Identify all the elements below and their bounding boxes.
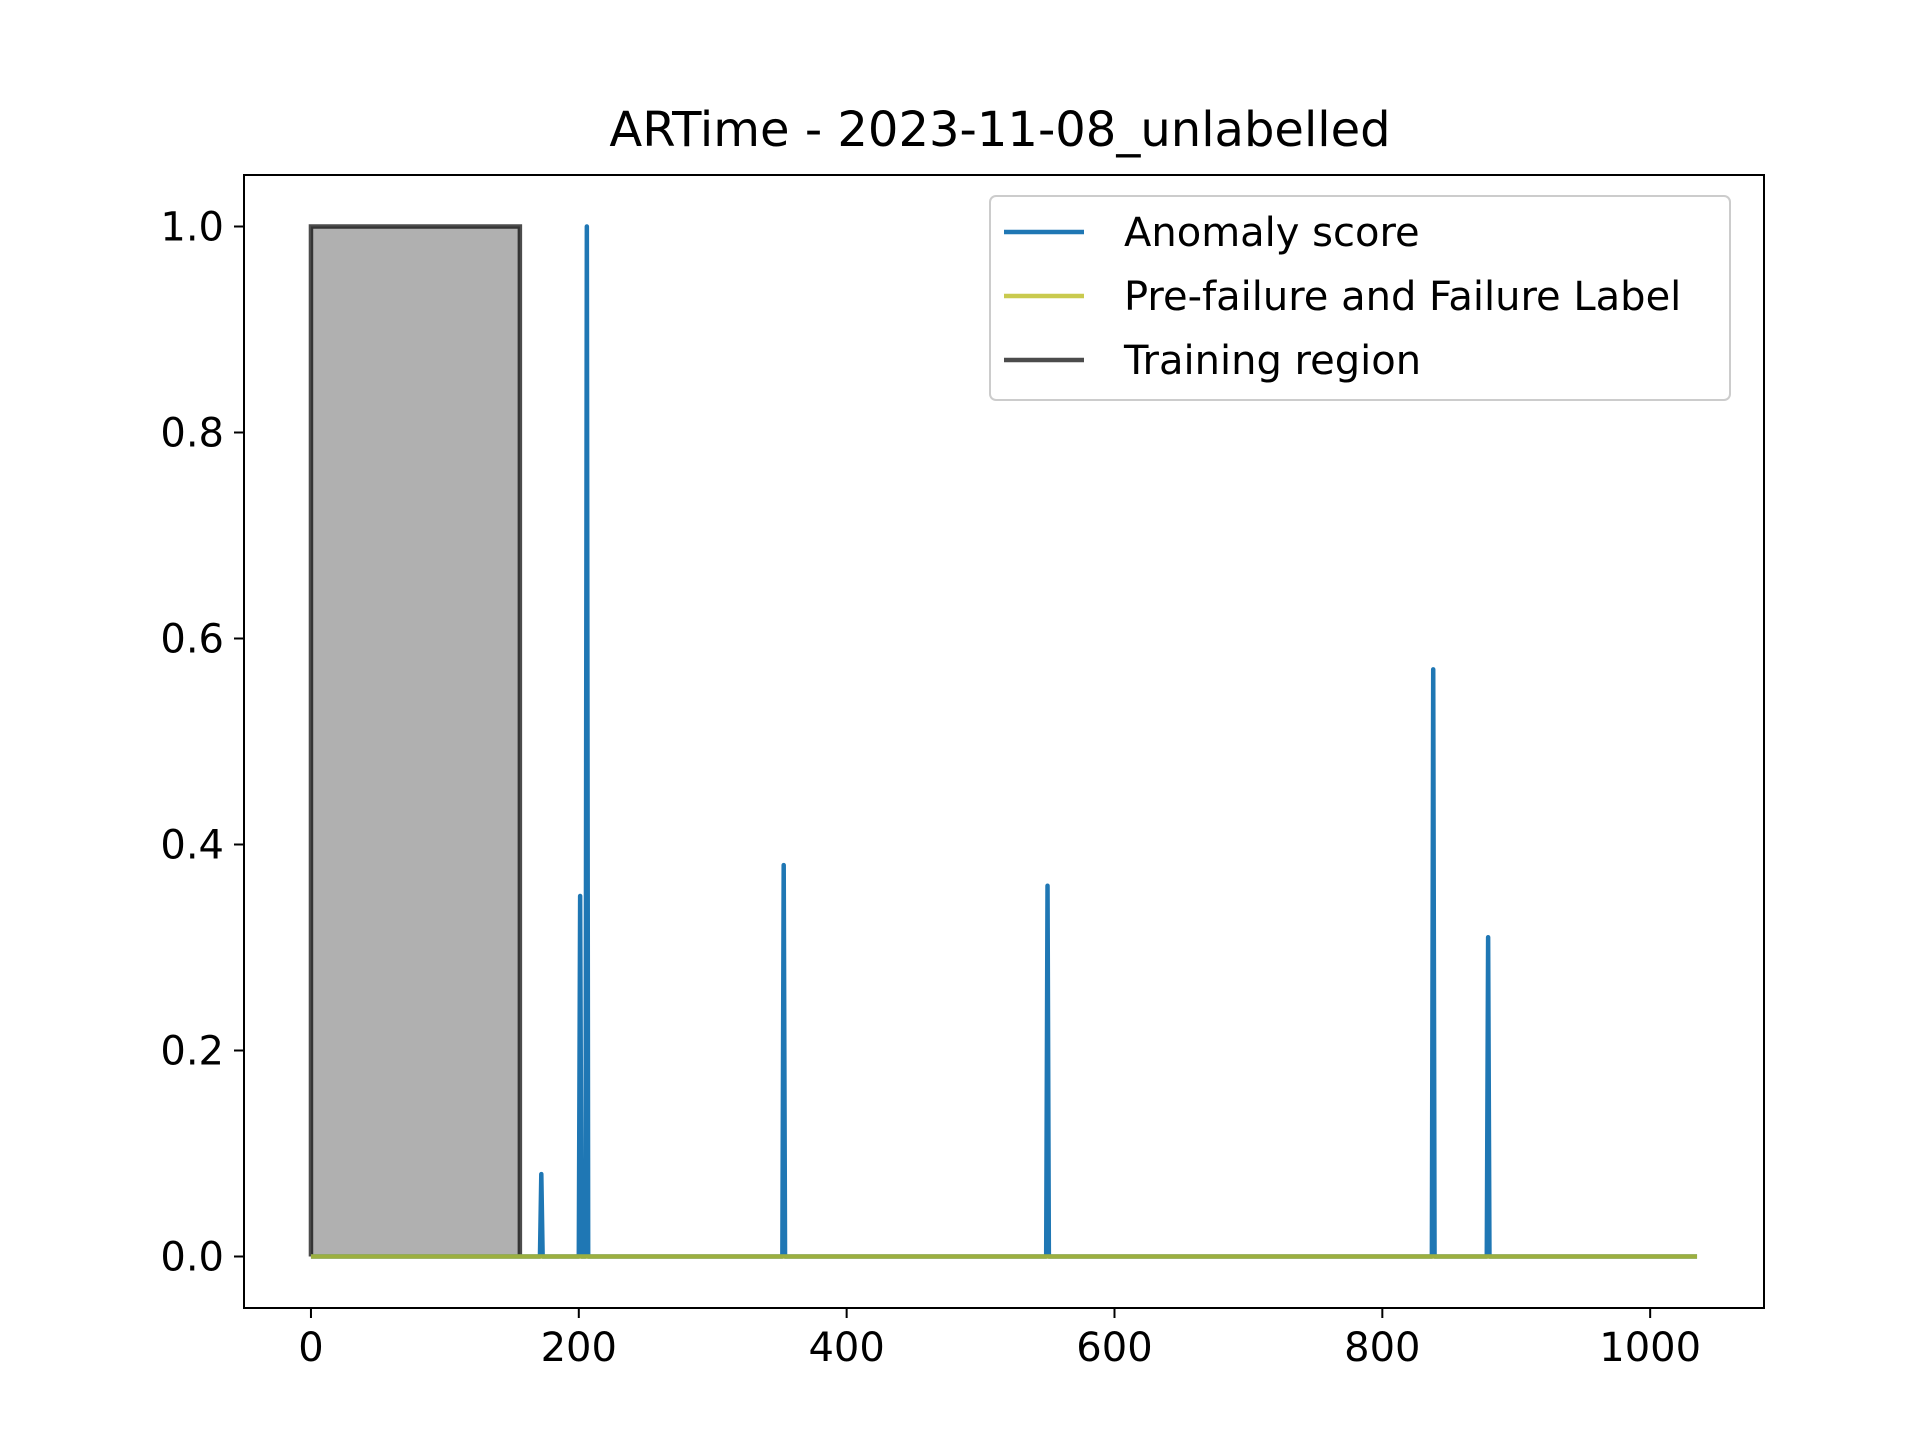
y-tick-label: 0.2 [160,1029,224,1075]
y-tick-label: 0.4 [160,823,224,869]
x-tick-label: 1000 [1599,1325,1701,1371]
x-tick-label: 400 [808,1325,884,1371]
legend-box [989,195,1731,401]
legend: Anomaly score Pre-failure and Failure Lab… [989,195,1731,401]
x-tick-label: 200 [541,1325,617,1371]
axes-frame [243,174,1765,1309]
y-tick-label: 0.0 [160,1235,224,1281]
legend-label-3: Training region [1123,338,1421,384]
plot-area [308,224,1698,1259]
chart-title: ARTime - 2023-11-08_unlabelled [609,102,1390,158]
y-tick-label: 1.0 [160,205,224,251]
training-region-fill [310,226,520,1257]
legend-label-1: Anomaly score [1124,210,1420,256]
legend-label-2: Pre-failure and Failure Label [1124,274,1681,320]
x-tick-label: 600 [1076,1325,1152,1371]
x-tick-label: 800 [1344,1325,1420,1371]
y-tick-label: 0.6 [160,617,224,663]
training-region-line [308,224,523,1257]
axes: 0 200 400 600 800 1000 0.0 0.2 0.4 0.6 0.8 1.0 [160,174,1765,1371]
x-tick-label: 0 [298,1325,323,1371]
y-tick-label: 0.8 [160,411,224,457]
